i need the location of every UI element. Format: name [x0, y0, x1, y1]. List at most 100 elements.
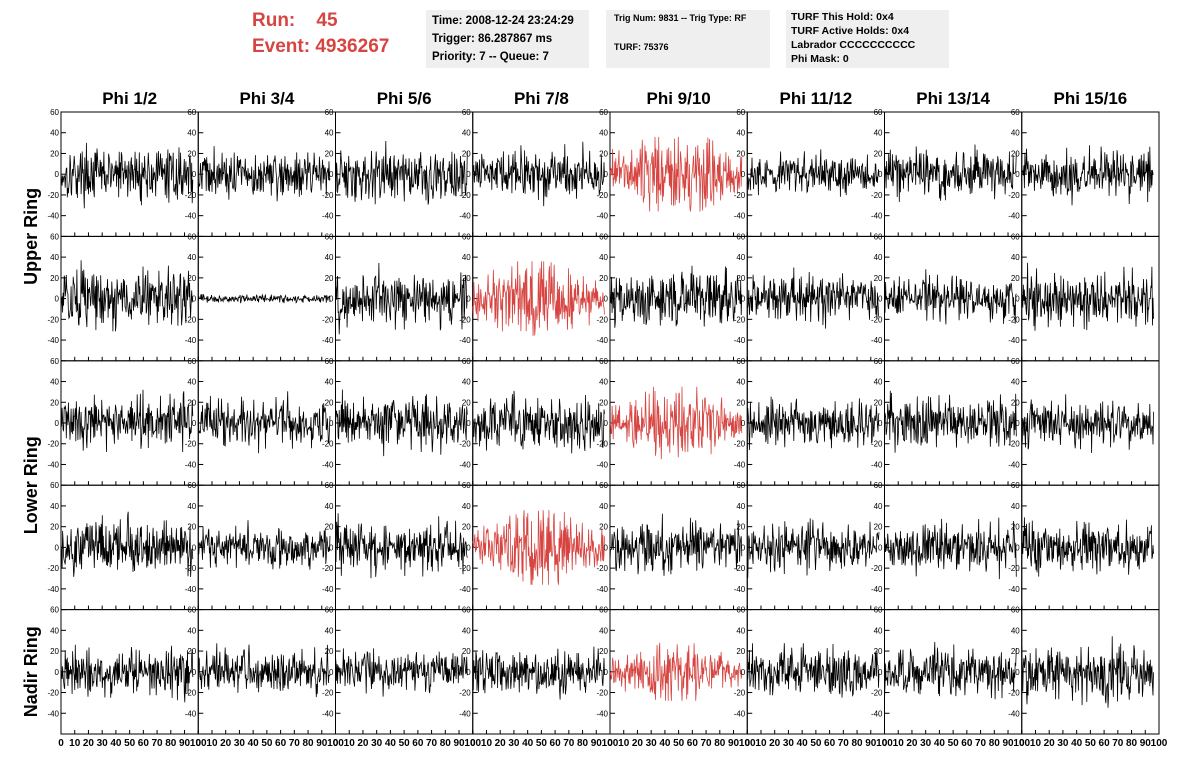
waveform-panel: -40 -20 0 20 40 60 — [734, 108, 885, 237]
y-tick-label: 0 — [329, 419, 334, 428]
waveform-panel: -40 -20 0 20 40 60 — [1008, 108, 1160, 237]
x-tick-label: 60 — [687, 738, 699, 749]
y-tick-label: 60 — [187, 108, 196, 117]
y-tick-label: 60 — [736, 357, 745, 366]
y-tick-label: 40 — [50, 129, 59, 138]
y-tick-label: 0 — [192, 295, 197, 304]
time-trigger-info-box: Time: 2008-12-24 23:24:29 Trigger: 86.28… — [426, 10, 589, 68]
y-tick-label: 0 — [329, 295, 334, 304]
waveform-trace — [609, 513, 743, 576]
y-tick-label: -40 — [871, 709, 883, 718]
waveform-panel: -40 -20 0 20 40 60 — [871, 108, 1023, 237]
waveform-trace — [1021, 145, 1154, 206]
y-tick-label: 40 — [325, 378, 334, 387]
waveform-panel: -40 -20 0 20 40 60 — [185, 481, 336, 611]
ring-label: Nadir Ring — [21, 626, 41, 717]
y-tick-label: -20 — [47, 440, 59, 449]
x-tick-label: 70 — [1112, 738, 1124, 749]
y-tick-label: 40 — [874, 253, 883, 262]
y-tick-label: 40 — [736, 502, 745, 511]
y-tick-label: 20 — [599, 647, 608, 656]
x-tick-label: 0 — [333, 738, 339, 749]
y-tick-label: 20 — [874, 149, 883, 158]
y-tick-label: -40 — [871, 212, 883, 221]
y-tick-label: 40 — [599, 129, 608, 138]
y-tick-label: 0 — [878, 668, 883, 677]
y-tick-label: 40 — [874, 502, 883, 511]
y-tick-label: 20 — [1011, 274, 1020, 283]
y-tick-label: 40 — [1011, 378, 1020, 387]
x-tick-label: 60 — [961, 738, 973, 749]
x-tick-label: 80 — [577, 738, 589, 749]
y-tick-label: 60 — [874, 357, 883, 366]
y-tick-label: -20 — [734, 440, 746, 449]
x-tick-label: 90 — [591, 738, 603, 749]
y-tick-label: 60 — [874, 108, 883, 117]
y-tick-label: 60 — [462, 481, 471, 490]
y-tick-label: 60 — [187, 232, 196, 241]
y-tick-label: 0 — [55, 543, 60, 552]
y-tick-label: 20 — [50, 149, 59, 158]
y-tick-label: -40 — [322, 460, 334, 469]
y-tick-label: -20 — [871, 440, 883, 449]
y-tick-label: 60 — [736, 606, 745, 615]
y-tick-label: 60 — [736, 108, 745, 117]
y-tick-label: -40 — [185, 336, 197, 345]
y-tick-label: -20 — [185, 564, 197, 573]
waveform-trace — [746, 643, 880, 698]
y-tick-label: -40 — [871, 460, 883, 469]
y-tick-label: -20 — [459, 440, 471, 449]
waveform-trace — [197, 293, 331, 304]
waveform-trace — [884, 641, 1017, 700]
y-tick-label: -40 — [871, 585, 883, 594]
y-tick-label: -20 — [596, 564, 608, 573]
y-tick-label: -20 — [459, 315, 471, 324]
x-tick-label: 100 — [602, 738, 619, 749]
y-tick-label: -20 — [734, 564, 746, 573]
y-tick-label: 0 — [741, 170, 746, 179]
y-tick-label: -40 — [596, 585, 608, 594]
y-tick-label: -40 — [1008, 585, 1020, 594]
y-tick-label: 0 — [604, 543, 609, 552]
x-tick-label: 80 — [851, 738, 863, 749]
y-tick-label: 0 — [741, 295, 746, 304]
x-tick-label: 20 — [1044, 738, 1056, 749]
y-tick-label: 60 — [462, 232, 471, 241]
y-tick-label: 0 — [1015, 543, 1020, 552]
y-tick-label: 60 — [187, 606, 196, 615]
y-tick-label: 60 — [874, 606, 883, 615]
y-tick-label: 0 — [1015, 668, 1020, 677]
y-tick-label: 0 — [192, 170, 197, 179]
event-value: 4936267 — [315, 36, 390, 57]
waveform-panel: -40 -20 0 20 40 60 — [596, 357, 748, 486]
x-tick-label: 30 — [508, 738, 520, 749]
y-tick-label: -40 — [734, 709, 746, 718]
y-tick-label: 0 — [878, 419, 883, 428]
y-tick-label: 20 — [736, 647, 745, 656]
y-tick-label: 0 — [329, 170, 334, 179]
x-tick-label: 30 — [234, 738, 246, 749]
waveform-panel: -40 -20 0 20 40 60 — [47, 357, 199, 486]
x-tick-label: 40 — [248, 738, 260, 749]
y-tick-label: -20 — [871, 191, 883, 200]
waveform-panel: -40 -20 0 20 40 60 — [871, 357, 1023, 486]
y-tick-label: -40 — [185, 709, 197, 718]
y-tick-label: 60 — [50, 606, 59, 615]
x-tick-label: 50 — [536, 738, 548, 749]
x-tick-label: 40 — [659, 738, 671, 749]
y-tick-label: 60 — [599, 232, 608, 241]
x-tick-label: 50 — [948, 738, 960, 749]
column-header: Phi 1/2 — [102, 89, 157, 108]
y-tick-label: 40 — [50, 626, 59, 635]
waveform-trace — [335, 262, 468, 335]
y-tick-label: 20 — [187, 274, 196, 283]
y-tick-label: -40 — [734, 212, 746, 221]
y-tick-label: -20 — [734, 191, 746, 200]
y-tick-label: -20 — [596, 315, 608, 324]
y-tick-label: 0 — [741, 543, 746, 552]
y-tick-label: 40 — [325, 626, 334, 635]
waveform-trace — [472, 510, 605, 585]
